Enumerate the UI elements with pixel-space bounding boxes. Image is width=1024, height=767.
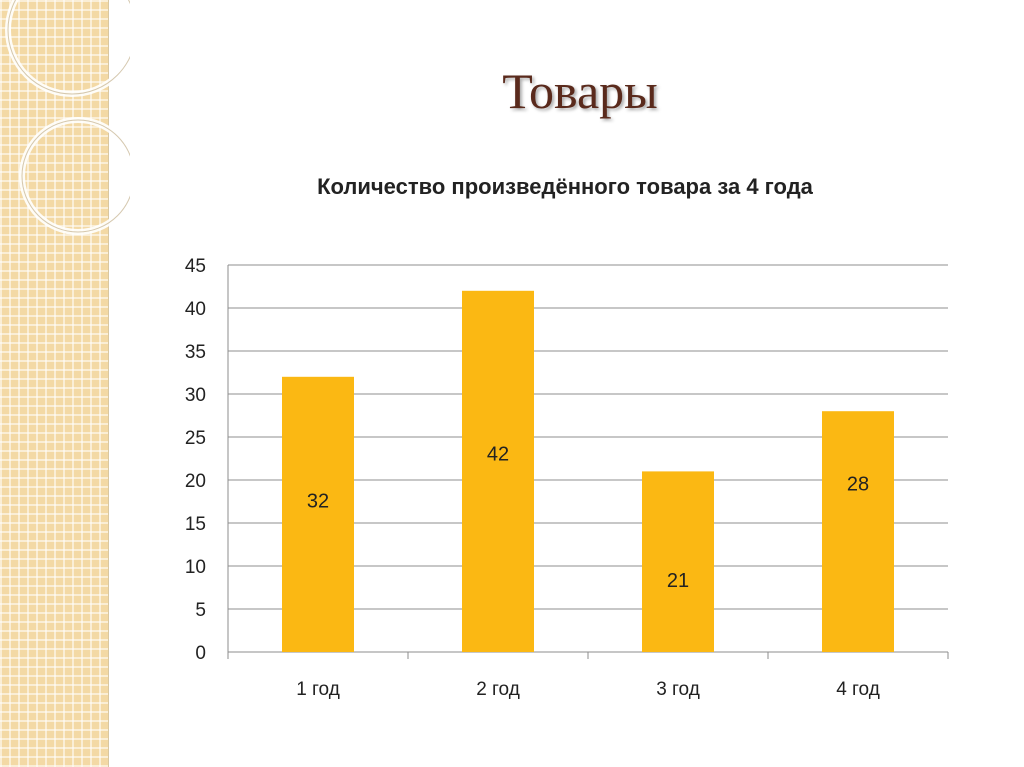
chart-title: Количество произведённого товара за 4 го…: [317, 174, 813, 199]
data-label: 32: [307, 491, 329, 513]
bar: [462, 290, 534, 652]
slide-title: Товары: [502, 63, 658, 119]
x-tick-label: 2 год: [476, 679, 520, 700]
x-tick-label: 3 год: [656, 679, 700, 700]
y-tick-label: 30: [185, 385, 206, 406]
y-tick-label: 35: [185, 342, 206, 363]
y-tick-label: 20: [185, 471, 206, 492]
y-tick-label: 40: [185, 299, 206, 320]
data-label: 28: [847, 473, 869, 495]
x-tick-label: 1 год: [296, 679, 340, 700]
y-tick-label: 10: [185, 557, 206, 578]
y-tick-label: 25: [185, 428, 206, 449]
decorative-rings: [5, 0, 130, 235]
y-tick-label: 45: [185, 256, 206, 277]
bar: [282, 376, 354, 652]
y-tick-label: 15: [185, 514, 206, 535]
data-label: 42: [487, 443, 509, 465]
bar: [642, 471, 714, 652]
x-tick-label: 4 год: [836, 679, 880, 700]
bar: [822, 411, 894, 652]
y-tick-label: 0: [195, 643, 206, 664]
y-tick-label: 5: [195, 600, 206, 621]
data-label: 21: [667, 570, 689, 592]
